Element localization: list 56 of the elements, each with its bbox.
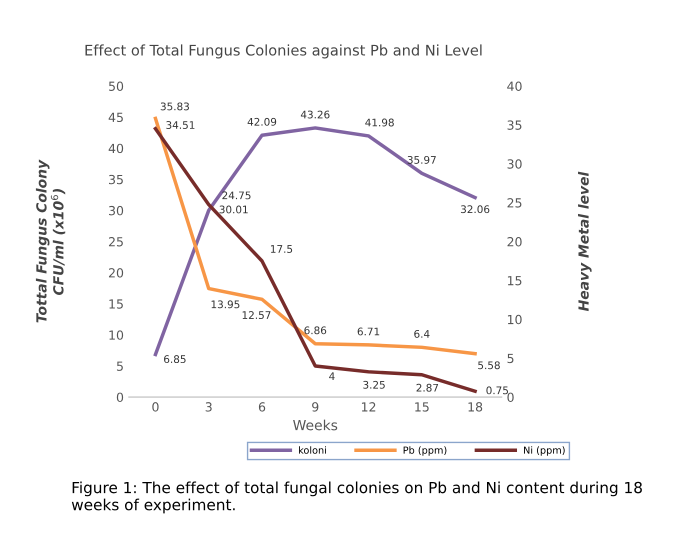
y-tick-label: 50 [109,81,124,91]
y2-tick-label: 10 [508,314,522,324]
data-label: 12.57 [242,311,270,320]
y-tick-label: 0 [116,392,124,402]
data-label: 6.71 [358,328,380,336]
data-label: 5.58 [478,361,500,370]
legend-label: Pb (ppm) [404,446,446,456]
data-label: 24.75 [222,191,251,200]
y2-tick-label: 30 [508,159,522,169]
y2-axis-title: Heavy Metal level [578,172,592,312]
chart-title: Effect of Total Fungus Colonies against Pb and Ni Level [86,44,482,58]
x-tick-label: 18 [468,402,482,412]
x-tick-label: 6 [258,402,266,412]
y-tick-label: 30 [109,206,124,216]
data-label: 43.26 [300,110,330,118]
y-tick-label: 20 [108,268,124,278]
y2-tick-label: 40 [507,81,522,91]
data-label: 17.5 [270,245,292,253]
x-axis-title: Weeks [293,420,338,430]
y-tick-label: 45 [108,112,123,122]
y2-tick-label: 25 [507,198,522,208]
data-label: 35.97 [408,156,436,164]
y-tick-label: 15 [109,299,123,309]
x-tick-label: 0 [152,402,159,412]
y2-tick-label: 5 [508,354,514,364]
caption: Figure 1: The effect of total fungal colonies on Pb and Ni content during 18 weeks of experiment. [72,481,642,514]
legend-label: koloni [299,446,326,454]
y-tick-label: 35 [109,174,123,184]
data-label: 6.86 [304,326,326,334]
data-label: 32.06 [460,205,490,214]
data-label: 30.01 [220,206,248,214]
data-label: 13.95 [212,300,240,308]
data-label: 4 [329,372,335,380]
data-label: 6.85 [164,355,186,364]
data-label: 34.51 [166,121,194,129]
x-tick-label: 9 [312,402,318,412]
y2-tick-label: 35 [508,120,522,130]
data-label: 3.25 [363,380,385,389]
x-tick-label: 12 [362,402,376,412]
data-label: 2.87 [416,384,438,392]
data-label: 42.09 [248,118,276,126]
y-tick-label: 40 [108,144,124,154]
data-label: 35.83 [160,102,189,110]
data-label: 0.75 [486,386,508,394]
y-axis-title: Tottal Fungus Colony CFU/ml (x10$^{6}$) [36,159,66,323]
x-tick-label: 15 [415,402,429,412]
y2-tick-label: 20 [507,237,522,246]
y-tick-label: 10 [109,330,124,340]
y-tick-label: 25 [108,237,123,246]
x-tick-label: 3 [206,402,212,412]
y2-tick-label: 15 [508,276,522,286]
data-label: 6.4 [414,330,430,338]
data-label: 41.98 [365,118,394,126]
y2-tick-label: 0 [507,392,514,402]
y-tick-label: 5 [116,362,123,371]
legend-label: Ni (ppm) [524,446,565,456]
